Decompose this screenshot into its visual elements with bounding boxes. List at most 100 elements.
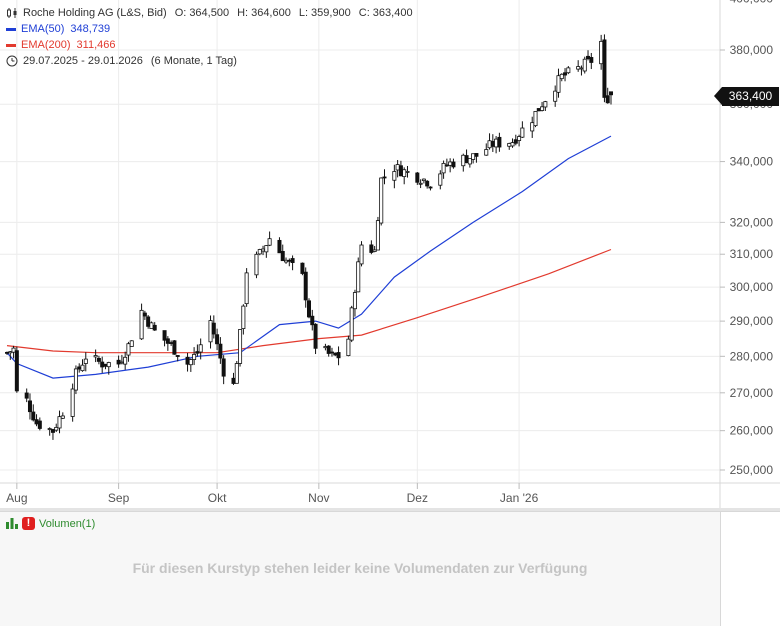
x-tick-label: Nov: [308, 491, 329, 505]
instrument-name: Roche Holding AG (L&S, Bid): [23, 7, 167, 19]
candle-body: [441, 162, 446, 174]
ema200-label: EMA(200): [21, 39, 71, 51]
candle-body: [421, 178, 426, 182]
candle-body: [310, 315, 315, 326]
candle-body: [425, 180, 430, 187]
clock-icon: [6, 55, 18, 67]
candle-body: [142, 312, 147, 317]
candle-body: [563, 72, 568, 76]
candle-body: [553, 90, 558, 102]
candle-body: [221, 358, 226, 377]
candle-body: [211, 322, 216, 335]
candle-body: [352, 292, 357, 310]
candle-body: [306, 300, 311, 318]
candle-body: [34, 419, 39, 425]
candle-body: [290, 258, 295, 264]
candle-body: [280, 251, 285, 262]
volume-legend[interactable]: ! Volumen(1): [6, 517, 95, 530]
volume-label: Volumen(1): [39, 517, 96, 530]
candle-body: [333, 352, 338, 356]
candle-body: [586, 55, 591, 60]
candle-body: [494, 138, 499, 148]
chart-grid: [0, 0, 720, 483]
candle-body: [576, 66, 581, 70]
candle-body: [513, 139, 518, 144]
candle-body: [14, 350, 19, 392]
candle-body: [116, 359, 121, 365]
candle-body: [80, 364, 85, 372]
candle-body: [83, 358, 88, 364]
candle-body: [185, 356, 190, 365]
candle-body: [609, 91, 614, 96]
candle-body: [533, 111, 538, 127]
candle-body: [257, 249, 262, 255]
candle-body: [323, 346, 328, 349]
chart-legend: Roche Holding AG (L&S, Bid) O: 364,500 H…: [6, 5, 413, 69]
candle-body: [471, 153, 476, 160]
candle-body: [579, 67, 584, 70]
candle-body: [57, 416, 62, 429]
candle-body: [123, 356, 128, 365]
candle-body: [27, 400, 32, 413]
candle-body: [37, 420, 42, 429]
ema50-label: EMA(50): [21, 23, 65, 35]
candle-body: [300, 262, 305, 274]
period: (6 Monate, 1 Tag): [150, 55, 237, 67]
warning-icon: !: [22, 517, 35, 530]
x-tick-label: Sep: [108, 491, 130, 505]
candle-body: [517, 136, 522, 141]
y-tick-label: 380,000: [730, 43, 774, 57]
candle-body: [395, 164, 400, 171]
candle-body: [60, 415, 65, 419]
candle-body: [484, 149, 489, 156]
candles-layer: [5, 34, 614, 440]
x-tick-label: Dez: [407, 491, 428, 505]
candle-body: [356, 261, 361, 293]
legend-ema200-row[interactable]: EMA(200) 311,466: [6, 37, 413, 53]
candle-body: [415, 172, 420, 183]
candle-body: [238, 329, 243, 364]
low-value: 359,900: [311, 7, 351, 19]
candle-body: [106, 362, 111, 368]
candle-body: [451, 161, 456, 168]
open-label: O:: [174, 7, 187, 19]
candle-body: [231, 377, 236, 384]
y-tick-label: 310,000: [730, 247, 774, 261]
candle-body: [149, 322, 154, 329]
candle-body: [359, 244, 364, 265]
volume-no-data-message: Für diesen Kurstyp stehen leider keine V…: [132, 560, 588, 576]
candle-body: [487, 140, 492, 149]
candle-body: [520, 127, 525, 138]
candle-body: [208, 320, 213, 343]
candle-body: [536, 108, 541, 112]
candle-body: [303, 271, 308, 301]
candle-body: [152, 324, 157, 331]
candle-body: [543, 101, 548, 108]
candle-body: [474, 153, 479, 157]
candle-body: [398, 165, 403, 177]
legend-ema50-row[interactable]: EMA(50) 348,739: [6, 21, 413, 37]
candle-body: [329, 351, 334, 354]
y-tick-label: 250,000: [730, 463, 774, 477]
candle-body: [169, 342, 174, 344]
ema50-layer: [6, 135, 612, 379]
last-price-label: 363,400: [714, 87, 779, 106]
candle-body: [70, 388, 75, 417]
candle-body: [369, 244, 374, 253]
candle-body: [73, 368, 78, 391]
candle-body: [405, 171, 410, 173]
candle-body: [540, 106, 545, 111]
x-tick-label: Jan '26: [500, 491, 539, 505]
candle-body: [277, 239, 282, 254]
candle-body: [438, 173, 443, 186]
candle-body: [566, 67, 571, 74]
y-tick-label: 280,000: [730, 349, 774, 363]
high-value: 364,600: [251, 7, 291, 19]
date-range: 29.07.2025 - 29.01.2026: [23, 55, 143, 67]
ema200-layer: [6, 248, 612, 354]
candle-body: [175, 355, 180, 357]
candle-body: [234, 363, 239, 384]
y-tick-label: 270,000: [730, 386, 774, 400]
candle-body: [530, 122, 535, 132]
